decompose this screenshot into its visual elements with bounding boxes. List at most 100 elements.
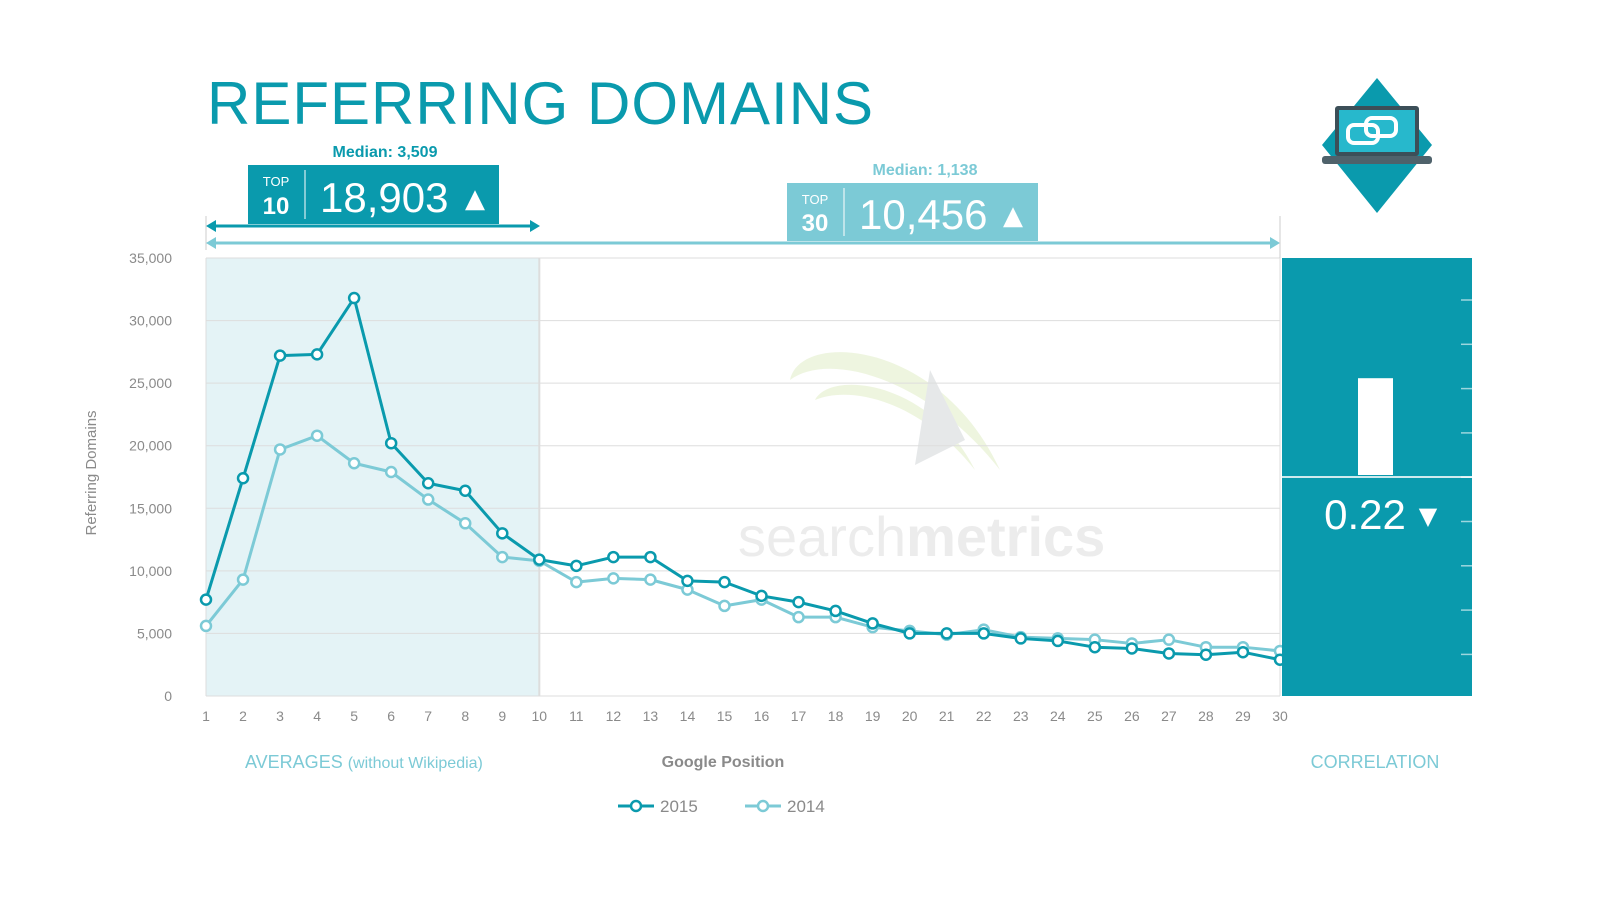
y-tick-label: 20,000	[129, 438, 172, 454]
averages-main: AVERAGES	[245, 752, 343, 772]
data-point	[607, 572, 620, 585]
y-tick-label: 15,000	[129, 500, 172, 516]
data-point	[644, 573, 657, 586]
correlation-bar	[1358, 378, 1393, 475]
top30-top-number: 30	[802, 210, 829, 237]
top30-range-arrow	[206, 216, 1281, 258]
y-tick-label: 35,000	[129, 250, 172, 266]
x-tick-label: 29	[1235, 708, 1251, 724]
data-point	[496, 550, 509, 564]
chart-title: REFERRING DOMAINS	[207, 70, 874, 137]
searchmetrics-watermark: searchmetrics	[738, 352, 1105, 568]
data-point	[421, 493, 435, 506]
data-point	[1014, 632, 1028, 645]
data-point	[1162, 633, 1176, 646]
top30-box: Median: 1,138 TOP 30 10,456 ▲	[787, 162, 1038, 241]
gridlines	[205, 257, 1281, 697]
top10-value: 18,903	[320, 174, 448, 221]
data-point	[533, 553, 546, 566]
y-tick-label: 10,000	[129, 563, 172, 579]
top30-median: Median: 1,138	[873, 162, 978, 179]
data-point	[347, 456, 361, 470]
data-point	[977, 627, 990, 640]
x-tick-label: 26	[1124, 708, 1140, 724]
x-tick-label: 28	[1198, 708, 1214, 724]
data-point	[347, 291, 361, 305]
x-tick-label: 20	[902, 708, 918, 724]
legend-marker	[629, 799, 643, 813]
x-tick-label: 10	[532, 708, 548, 724]
averages-sub: (without Wikipedia)	[348, 755, 483, 772]
data-point	[792, 610, 805, 624]
data-point	[718, 599, 731, 613]
data-point	[570, 559, 583, 573]
legend-label: 2014	[787, 797, 825, 816]
x-tick-label: 4	[313, 708, 321, 724]
y-tick-label: 0	[164, 688, 172, 704]
series-group	[199, 291, 1287, 666]
data-point	[199, 593, 213, 606]
data-point	[458, 484, 472, 498]
data-point	[644, 550, 657, 564]
top10-top-word: TOP	[263, 174, 290, 189]
y-tick-label: 5,000	[137, 625, 172, 641]
x-tick-label: 23	[1013, 708, 1029, 724]
x-tick-label: 15	[717, 708, 733, 724]
top30-value: 10,456	[859, 191, 987, 238]
data-point	[718, 575, 731, 589]
link-laptop-icon	[1322, 78, 1432, 213]
top10-box: Median: 3,509 TOP 10 18,903 ▲	[248, 144, 499, 224]
data-point	[792, 595, 805, 609]
top30-up-arrow: ▲	[1003, 201, 1023, 231]
x-tick-label: 1	[202, 708, 210, 724]
watermark-light: search	[738, 505, 906, 568]
x-tick-label: 12	[606, 708, 622, 724]
data-point	[1088, 640, 1102, 654]
data-point	[236, 472, 250, 485]
x-tick-label: 16	[754, 708, 770, 724]
data-point	[1162, 647, 1176, 660]
top30-top-word: TOP	[802, 192, 829, 207]
top10-range-arrow	[205, 216, 540, 250]
x-tick-label: 21	[939, 708, 955, 724]
legend: 2015 2014	[618, 797, 825, 816]
series-2015	[199, 291, 1287, 666]
correlation-caption: CORRELATION	[1311, 752, 1440, 772]
x-tick-label: 25	[1087, 708, 1103, 724]
data-point	[310, 348, 324, 361]
top10-up-arrow: ▲	[465, 184, 485, 214]
data-point	[681, 574, 694, 588]
data-point	[384, 436, 398, 450]
x-tick-label: 6	[387, 708, 395, 724]
x-tick-label: 2	[239, 708, 247, 724]
data-point	[570, 575, 583, 589]
data-point	[1125, 642, 1139, 655]
top10-median: Median: 3,509	[333, 144, 438, 161]
svg-text:searchmetrics: searchmetrics	[738, 505, 1105, 568]
x-tick-labels: 1 2 3 4 5 6 7 8 9 10 11 12 13 14 15 16 17 18 19 20 21 22 23 24 2…	[202, 708, 1288, 724]
x-tick-label: 8	[461, 708, 469, 724]
x-tick-label: 14	[680, 708, 696, 724]
data-point	[496, 527, 509, 540]
x-tick-label: 17	[791, 708, 807, 724]
data-point	[310, 429, 324, 442]
x-tick-label: 24	[1050, 708, 1066, 724]
correlation-value: 0.22	[1324, 491, 1406, 538]
data-point	[236, 573, 250, 586]
data-point	[273, 443, 287, 456]
data-point	[1236, 645, 1250, 659]
x-tick-label: 19	[865, 708, 881, 724]
legend-item-2015: 2015	[618, 797, 698, 816]
x-tick-label: 11	[569, 708, 584, 724]
correlation-panel: 0.22 ▼	[1282, 258, 1472, 700]
watermark-bold: metrics	[906, 505, 1105, 568]
data-point	[755, 589, 768, 603]
y-tick-labels: 0 5,000 10,000 15,000 20,000 25,000 30,000 35,0…	[129, 250, 172, 704]
y-tick-label: 25,000	[129, 375, 172, 391]
x-tick-label: 13	[643, 708, 659, 724]
data-point	[607, 550, 620, 564]
x-axis-label: Google Position	[662, 754, 785, 771]
averages-label: AVERAGES (without Wikipedia)	[245, 752, 483, 772]
data-point	[1051, 634, 1065, 648]
